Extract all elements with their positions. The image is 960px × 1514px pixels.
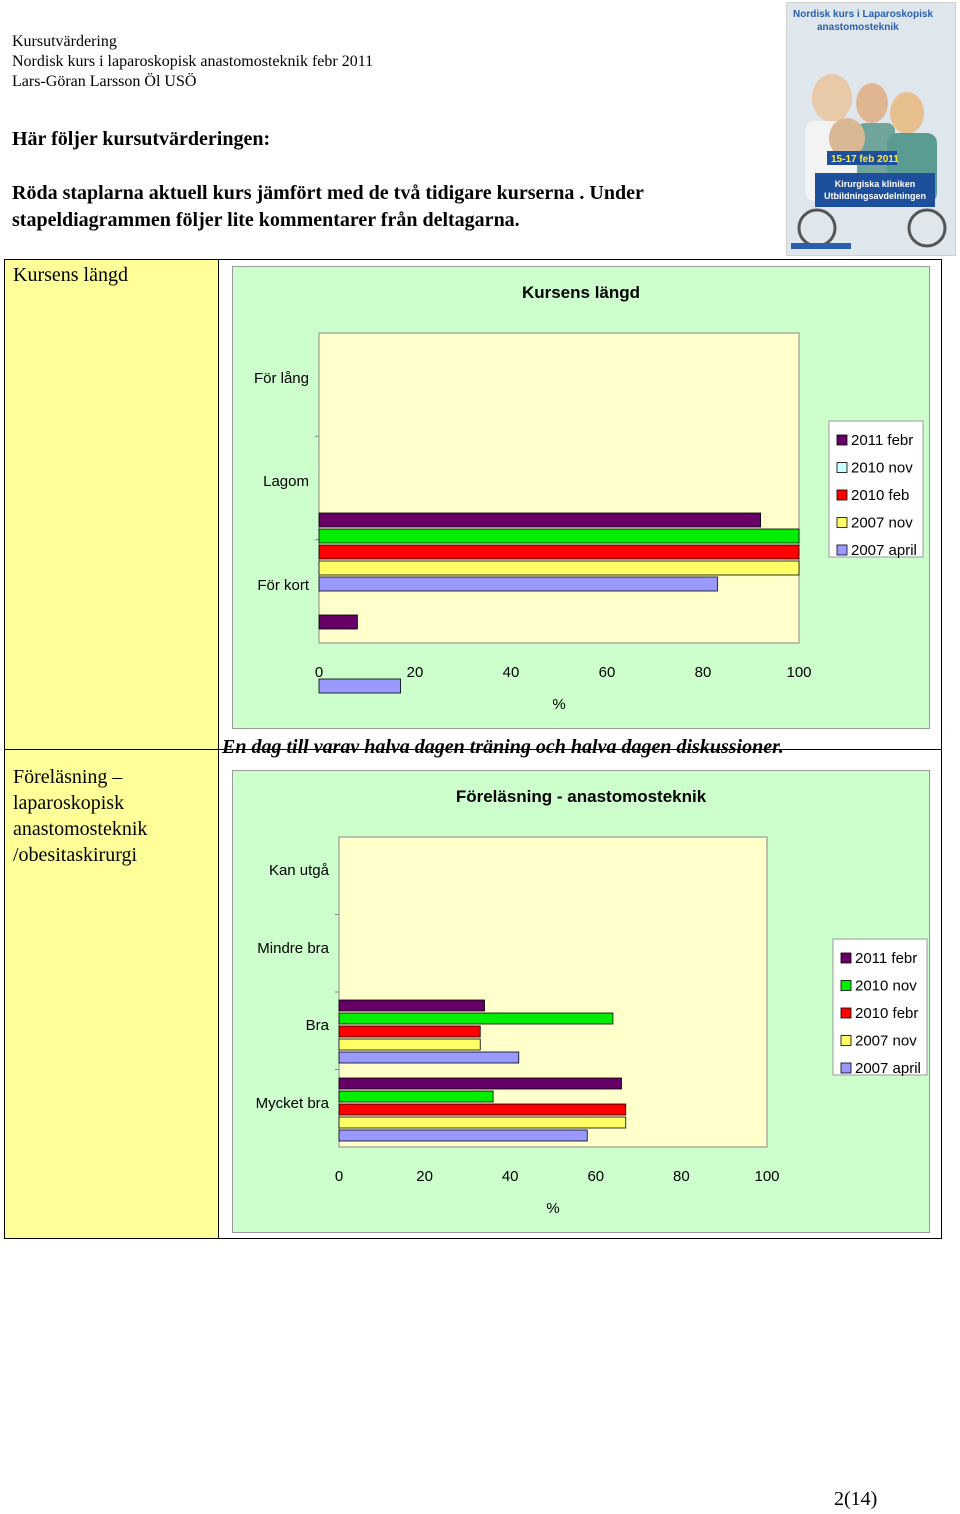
x-tick-label: 0 bbox=[315, 664, 323, 681]
bar-bra-2010-febr bbox=[338, 1025, 481, 1038]
legend-label-2007-april: 2007 april bbox=[851, 542, 917, 559]
legend-label-2011-febr: 2011 febr bbox=[855, 950, 917, 967]
participant-comment: En dag till varav halva dagen träning oc… bbox=[222, 736, 784, 758]
category-label-mycket-bra: Mycket bra bbox=[256, 1095, 330, 1112]
legend-swatch-2007-april bbox=[840, 1062, 852, 1074]
legend-label-2010-nov: 2010 nov bbox=[855, 978, 917, 995]
svg-text:Nordisk kurs i Laparoskopisk: Nordisk kurs i Laparoskopisk bbox=[793, 9, 933, 20]
evaluation-heading: Här följer kursutvärderingen: bbox=[12, 128, 271, 150]
chart-title: Föreläsning - anastomosteknik bbox=[456, 787, 707, 806]
svg-text:Kirurgiska kliniken: Kirurgiska kliniken bbox=[835, 179, 916, 189]
x-tick-label: 100 bbox=[786, 664, 811, 681]
category-label-lagom: Lagom bbox=[263, 473, 309, 490]
bar-bra-2007-nov bbox=[338, 1038, 481, 1051]
svg-text:Utbildningsavdelningen: Utbildningsavdelningen bbox=[824, 191, 926, 201]
svg-text:anastomosteknik: anastomosteknik bbox=[817, 22, 899, 33]
category-label-mindre-bra: Mindre bra bbox=[257, 940, 329, 957]
bar-mycket-bra-2010-febr bbox=[338, 1103, 627, 1116]
bar-bra-2007-april bbox=[338, 1051, 520, 1064]
x-tick-label: 20 bbox=[416, 1168, 433, 1185]
legend-swatch-2007-april bbox=[836, 544, 848, 556]
poster-date: 15-17 feb 2011 bbox=[831, 154, 899, 165]
row-label-cell-2: Föreläsning – laparoskopisk anastomostek… bbox=[5, 750, 219, 1238]
x-tick-label: 40 bbox=[503, 664, 520, 681]
legend-swatch-2010-feb bbox=[836, 489, 848, 501]
chart-forelasning-svg: Föreläsning - anastomosteknik Kan utgå Min… bbox=[256, 787, 928, 1217]
legend-label-2007-april: 2007 april bbox=[855, 1060, 921, 1077]
x-tick-label: 60 bbox=[599, 664, 616, 681]
bar-lagom-2010-feb bbox=[318, 544, 800, 560]
legend-swatch-2007-nov bbox=[836, 517, 848, 528]
chart-title: Kursens längd bbox=[522, 283, 640, 302]
chart-kursens-langd-svg: Kursens längd För lång Lagom För kort 0 20 40 6… bbox=[254, 283, 924, 713]
bar-f-r-kort-2007-april bbox=[318, 678, 401, 694]
category-label-f-r-kort: För kort bbox=[257, 577, 310, 594]
row-label-cell-1: Kursens längd bbox=[5, 260, 219, 749]
bar-lagom-2011-febr bbox=[318, 512, 762, 528]
legend-swatch-2011-febr bbox=[840, 952, 852, 964]
row-label-kursens-langd: Kursens längd bbox=[13, 264, 128, 286]
x-tick-label: 100 bbox=[754, 1168, 779, 1185]
legend-label-2010-feb: 2010 feb bbox=[851, 487, 909, 504]
bar-lagom-2007-nov bbox=[318, 560, 800, 576]
legend-label-2010-nov: 2010 nov bbox=[851, 460, 913, 477]
header-line-1: Kursutvärdering bbox=[12, 33, 117, 50]
legend-label-2007-nov: 2007 nov bbox=[851, 515, 913, 532]
legend-label-2010-febr: 2010 febr bbox=[855, 1005, 918, 1022]
bar-lagom-2007-april bbox=[318, 576, 718, 592]
bar-bra-2011-febr bbox=[338, 999, 485, 1012]
bar-mycket-bra-2010-nov bbox=[338, 1090, 494, 1103]
bar-mycket-bra-2011-febr bbox=[338, 1077, 622, 1090]
legend-swatch-2010-nov bbox=[840, 980, 852, 991]
legend-label-2011-febr: 2011 febr bbox=[851, 432, 913, 449]
x-tick-label: 80 bbox=[695, 664, 712, 681]
legend-swatch-2007-nov bbox=[840, 1035, 852, 1046]
course-poster-image: 15-17 feb 2011 Kirurgiska kliniken Utbil… bbox=[786, 2, 956, 256]
header-line-2: Nordisk kurs i laparoskopisk anastomoste… bbox=[12, 53, 374, 70]
bar-mycket-bra-2007-april bbox=[338, 1129, 588, 1142]
evaluation-intro-text: Röda staplarna aktuell kurs jämfört med … bbox=[12, 182, 644, 231]
category-label-f-r-l-ng: För lång bbox=[254, 370, 309, 387]
row-label-forelasning: Föreläsning – laparoskopisk anastomostek… bbox=[13, 766, 148, 866]
x-tick-label: 0 bbox=[335, 1168, 343, 1185]
page-number: 2(14) bbox=[834, 1488, 878, 1510]
legend-swatch-2011-febr bbox=[836, 434, 848, 446]
plot-area bbox=[318, 332, 800, 644]
bar-bra-2010-nov bbox=[338, 1012, 614, 1025]
legend-swatch-2010-nov bbox=[836, 462, 848, 473]
bar-mycket-bra-2007-nov bbox=[338, 1116, 627, 1129]
bar-lagom-2010-nov bbox=[318, 528, 800, 544]
document-header: Kursutvärdering Nordisk kurs i laparosko… bbox=[12, 32, 373, 92]
x-tick-label: 60 bbox=[587, 1168, 604, 1185]
x-axis-label: % bbox=[546, 1200, 559, 1217]
legend-box bbox=[828, 420, 924, 558]
x-tick-label: 40 bbox=[502, 1168, 519, 1185]
header-line-3: Lars-Göran Larsson Öl USÖ bbox=[12, 73, 197, 90]
row-divider bbox=[5, 749, 941, 750]
x-tick-label: 80 bbox=[673, 1168, 690, 1185]
x-tick-label: 20 bbox=[407, 664, 424, 681]
category-label-bra: Bra bbox=[306, 1017, 330, 1034]
category-label-kan-utg: Kan utgå bbox=[269, 862, 330, 879]
chart-kursens-langd: Kursens längd För lång Lagom För kort 0 20 40 6… bbox=[232, 266, 930, 729]
bar-f-r-kort-2011-febr bbox=[318, 614, 358, 630]
evaluation-table: Kursens längd Föreläsning – laparoskopis… bbox=[4, 259, 942, 1239]
legend-swatch-2010-febr bbox=[840, 1007, 852, 1019]
chart-forelasning: Föreläsning - anastomosteknik Kan utgå Min… bbox=[232, 770, 930, 1233]
x-axis-label: % bbox=[552, 696, 565, 713]
legend-label-2007-nov: 2007 nov bbox=[855, 1033, 917, 1050]
